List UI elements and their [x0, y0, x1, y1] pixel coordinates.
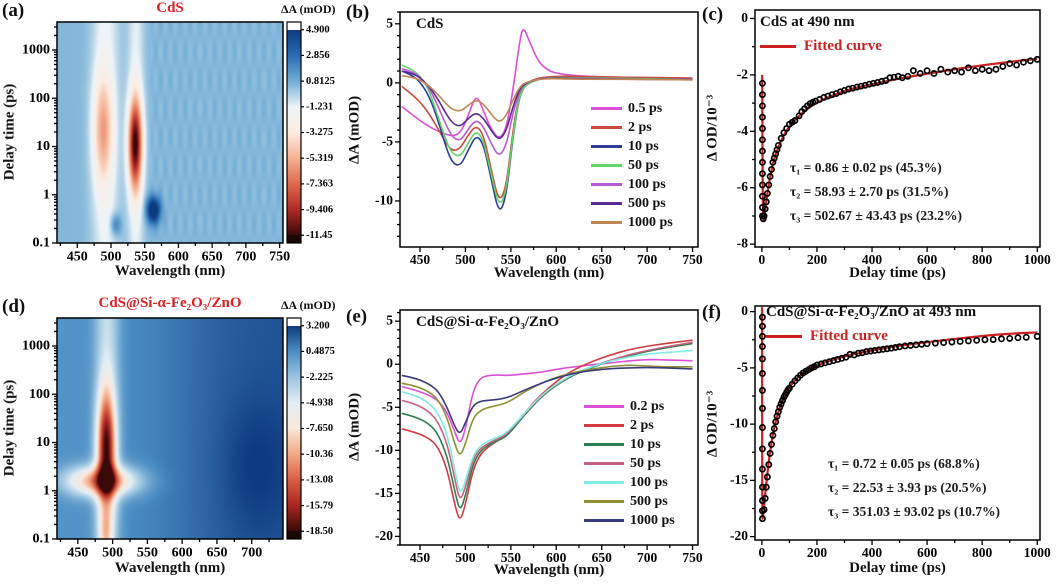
legend-label: 1000 ps — [628, 214, 673, 230]
legend-swatch — [584, 405, 624, 408]
spectra-canvas-cds — [346, 0, 702, 290]
legend-delay-times: 0.5 ps 2 ps 10 ps 50 ps 100 ps 500 ps 10… — [591, 99, 673, 232]
panel-letter-f: (f) — [702, 302, 721, 323]
legend-item: 0.5 ps — [591, 99, 673, 118]
legend-label: 500 ps — [630, 493, 668, 509]
legend-swatch — [584, 462, 624, 465]
fit-annotations: τ₁ = 0.86 ± 0.02 ps (45.3%) τ₂ = 58.93 ±… — [790, 160, 962, 232]
y-axis-label: Δ OD/10⁻³ — [704, 390, 721, 458]
legend-label: 50 ps — [630, 455, 661, 471]
legend-item: 50 ps — [591, 156, 673, 175]
panel-c-kinetics-cds: (c) CdS at 490 nm Fitted curve τ₁ = 0.86… — [702, 0, 1062, 290]
fit-label: Fitted curve — [810, 328, 888, 344]
legend-label: 100 ps — [628, 176, 666, 192]
fit-annotations: τ₁ = 0.72 ± 0.05 ps (68.8%) τ₂ = 22.53 ±… — [828, 456, 1000, 528]
legend-item: 1000 ps — [584, 511, 675, 530]
panel-d-heatmap-composite: (d) CdS@Si-α-Fe₂O₃/ZnO ΔA (mOD) Waveleng… — [0, 294, 345, 587]
tau2-annotation: τ₂ = 58.93 ± 2.70 ps (31.5%) — [790, 184, 949, 199]
legend-label: 50 ps — [628, 157, 659, 173]
tau3-annotation: τ₃ = 502.67 ± 43.43 ps (23.2%) — [790, 208, 962, 223]
legend-item: 500 ps — [584, 492, 675, 511]
fit-legend: Fitted curve — [760, 38, 882, 55]
kinetics-canvas-cds — [702, 0, 1062, 290]
panel-a-heatmap-cds: (a) CdS ΔA (mOD) Wavelength (nm) Delay t… — [0, 0, 345, 290]
x-axis-label: Wavelength (nm) — [493, 265, 605, 281]
panel-letter-e: (e) — [346, 306, 368, 327]
x-axis-label: Wavelength (nm) — [114, 263, 226, 279]
panel-b-spectra-cds: (b) CdS Wavelength (nm) ΔA (mOD) 0.5 ps … — [346, 0, 702, 290]
panel-title-composite: CdS@Si-α-Fe₂O₃/ZnO — [98, 295, 242, 311]
legend-item: 100 ps — [584, 473, 675, 492]
colorbar-title: ΔA (mOD) — [281, 2, 336, 16]
panel-e-spectra-composite: (e) CdS@Si-α-Fe₂O₃/ZnO Wavelength (nm) Δ… — [346, 294, 702, 587]
x-axis-label: Delay time (ps) — [849, 560, 946, 576]
panel-letter-c: (c) — [702, 4, 724, 25]
fit-line-swatch — [766, 335, 802, 338]
legend-swatch — [584, 519, 624, 522]
legend-swatch — [584, 424, 624, 427]
legend-label: 10 ps — [628, 138, 659, 154]
panel-letter-b: (b) — [346, 2, 370, 23]
heatmap-canvas-composite — [0, 294, 345, 587]
legend-swatch — [584, 443, 624, 446]
legend-swatch — [591, 221, 622, 224]
inplot-title-composite-493: CdS@Si-α-Fe₂O₃/ZnO at 493 nm — [766, 304, 977, 320]
y-axis-label: Δ OD/10⁻³ — [704, 94, 721, 162]
legend-swatch — [591, 183, 622, 186]
legend-item: 2 ps — [584, 416, 675, 435]
legend-swatch — [591, 145, 622, 148]
legend-swatch — [591, 164, 622, 167]
legend-label: 10 ps — [630, 436, 661, 452]
legend-swatch — [584, 500, 624, 503]
legend-label: 2 ps — [628, 119, 652, 135]
inplot-title-composite: CdS@Si-α-Fe₂O₃/ZnO — [416, 314, 560, 330]
legend-swatch — [584, 481, 624, 484]
x-axis-label: Wavelength (nm) — [493, 562, 605, 578]
legend-item: 10 ps — [591, 137, 673, 156]
x-axis-label: Delay time (ps) — [849, 265, 946, 281]
inplot-title-cds: CdS — [416, 16, 444, 32]
y-axis-label: ΔA (mOD) — [346, 95, 363, 165]
y-axis-label: Delay time (ps) — [1, 379, 18, 477]
legend-label: 2 ps — [630, 417, 654, 433]
legend-swatch — [591, 126, 622, 129]
colorbar-title: ΔA (mOD) — [281, 298, 336, 312]
legend-item: 100 ps — [591, 175, 673, 194]
legend-item: 500 ps — [591, 194, 673, 213]
legend-item: 0.2 ps — [584, 397, 675, 416]
x-axis-label: Wavelength (nm) — [114, 560, 226, 576]
kinetics-canvas-composite — [702, 294, 1062, 587]
legend-swatch — [591, 202, 622, 205]
panel-f-kinetics-composite: (f) CdS@Si-α-Fe₂O₃/ZnO at 493 nm Fitted … — [702, 294, 1062, 587]
y-axis-label: ΔA (mOD) — [346, 392, 363, 462]
legend-label: 0.2 ps — [630, 398, 665, 414]
tau1-annotation: τ₁ = 0.72 ± 0.05 ps (68.8%) — [828, 456, 980, 471]
legend-delay-times: 0.2 ps 2 ps 10 ps 50 ps 100 ps 500 ps 10… — [584, 397, 675, 530]
legend-label: 100 ps — [630, 474, 668, 490]
panel-letter-d: (d) — [2, 296, 26, 317]
tau2-annotation: τ₂ = 22.53 ± 3.93 ps (20.5%) — [828, 480, 987, 495]
legend-label: 500 ps — [628, 195, 666, 211]
fit-label: Fitted curve — [804, 38, 882, 54]
panel-title-cds: CdS — [156, 0, 184, 16]
fit-legend: Fitted curve — [766, 328, 888, 345]
panel-letter-a: (a) — [2, 0, 25, 21]
legend-item: 50 ps — [584, 454, 675, 473]
tau3-annotation: τ₃ = 351.03 ± 93.02 ps (10.7%) — [828, 504, 1000, 519]
inplot-title-cds-490: CdS at 490 nm — [760, 14, 855, 30]
legend-label: 0.5 ps — [628, 100, 663, 116]
spectra-canvas-composite — [346, 294, 702, 587]
legend-item: 10 ps — [584, 435, 675, 454]
y-axis-label: Delay time (ps) — [1, 83, 18, 181]
fit-line-swatch — [760, 45, 796, 48]
legend-item: 2 ps — [591, 118, 673, 137]
tau1-annotation: τ₁ = 0.86 ± 0.02 ps (45.3%) — [790, 160, 942, 175]
legend-item: 1000 ps — [591, 213, 673, 232]
legend-label: 1000 ps — [630, 512, 675, 528]
legend-swatch — [591, 107, 622, 110]
heatmap-canvas-cds — [0, 0, 345, 290]
